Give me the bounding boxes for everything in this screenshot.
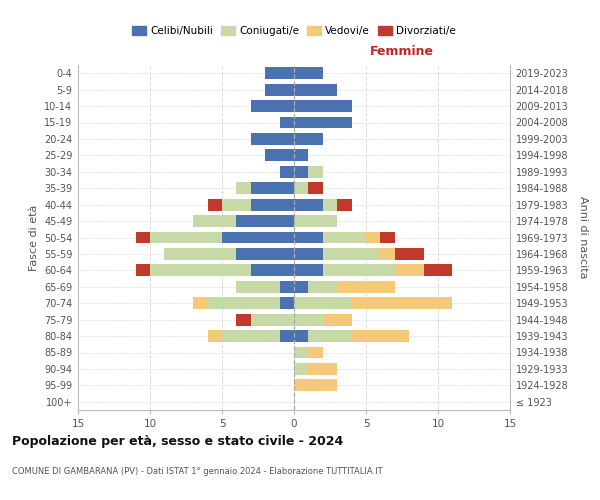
Bar bbox=[308, 281, 337, 292]
Bar bbox=[280, 281, 294, 292]
Bar bbox=[337, 281, 395, 292]
Bar bbox=[208, 330, 222, 342]
Bar bbox=[251, 133, 294, 145]
Bar bbox=[222, 198, 251, 210]
Bar bbox=[236, 248, 294, 260]
Bar bbox=[294, 346, 308, 358]
Bar bbox=[308, 182, 323, 194]
Bar bbox=[150, 264, 251, 276]
Bar bbox=[424, 264, 452, 276]
Bar bbox=[323, 264, 395, 276]
Bar bbox=[308, 330, 352, 342]
Bar bbox=[294, 198, 323, 210]
Bar bbox=[208, 298, 280, 309]
Bar bbox=[294, 215, 337, 227]
Bar bbox=[193, 298, 208, 309]
Bar bbox=[294, 298, 352, 309]
Bar bbox=[323, 198, 337, 210]
Bar bbox=[294, 133, 323, 145]
Bar bbox=[280, 166, 294, 177]
Bar bbox=[280, 330, 294, 342]
Bar bbox=[294, 232, 323, 243]
Legend: Celibi/Nubili, Coniugati/e, Vedovi/e, Divorziati/e: Celibi/Nubili, Coniugati/e, Vedovi/e, Di… bbox=[128, 22, 460, 40]
Bar bbox=[265, 150, 294, 162]
Bar bbox=[395, 264, 424, 276]
Bar bbox=[308, 346, 323, 358]
Bar bbox=[337, 198, 352, 210]
Bar bbox=[352, 330, 409, 342]
Bar bbox=[136, 232, 150, 243]
Text: COMUNE DI GAMBARANA (PV) - Dati ISTAT 1° gennaio 2024 - Elaborazione TUTTITALIA.: COMUNE DI GAMBARANA (PV) - Dati ISTAT 1°… bbox=[12, 468, 383, 476]
Bar bbox=[208, 198, 222, 210]
Bar bbox=[352, 298, 452, 309]
Bar bbox=[294, 100, 352, 112]
Bar bbox=[294, 330, 308, 342]
Bar bbox=[294, 314, 323, 326]
Bar bbox=[323, 314, 352, 326]
Bar bbox=[308, 363, 337, 375]
Bar bbox=[280, 116, 294, 128]
Bar bbox=[308, 166, 323, 177]
Y-axis label: Anni di nascita: Anni di nascita bbox=[578, 196, 588, 279]
Bar bbox=[395, 248, 424, 260]
Bar bbox=[294, 363, 308, 375]
Bar bbox=[294, 380, 337, 392]
Bar bbox=[294, 264, 323, 276]
Bar bbox=[236, 314, 251, 326]
Bar bbox=[294, 68, 323, 79]
Bar bbox=[366, 232, 380, 243]
Text: Popolazione per età, sesso e stato civile - 2024: Popolazione per età, sesso e stato civil… bbox=[12, 435, 343, 448]
Bar bbox=[265, 68, 294, 79]
Bar bbox=[323, 232, 366, 243]
Bar bbox=[294, 84, 337, 96]
Bar bbox=[294, 248, 323, 260]
Bar bbox=[294, 116, 352, 128]
Bar bbox=[294, 182, 308, 194]
Bar bbox=[323, 248, 380, 260]
Bar bbox=[236, 215, 294, 227]
Bar bbox=[251, 198, 294, 210]
Bar bbox=[251, 182, 294, 194]
Bar bbox=[380, 248, 395, 260]
Bar bbox=[294, 281, 308, 292]
Bar bbox=[222, 232, 294, 243]
Text: Femmine: Femmine bbox=[370, 45, 434, 58]
Bar bbox=[251, 314, 294, 326]
Bar bbox=[193, 215, 236, 227]
Y-axis label: Fasce di età: Fasce di età bbox=[29, 204, 38, 270]
Bar bbox=[265, 84, 294, 96]
Bar bbox=[294, 166, 308, 177]
Bar bbox=[251, 264, 294, 276]
Bar bbox=[294, 150, 308, 162]
Bar bbox=[222, 330, 280, 342]
Bar bbox=[236, 281, 280, 292]
Bar bbox=[150, 232, 222, 243]
Bar bbox=[280, 298, 294, 309]
Bar bbox=[380, 232, 395, 243]
Bar bbox=[236, 182, 251, 194]
Bar bbox=[164, 248, 236, 260]
Bar bbox=[251, 100, 294, 112]
Bar bbox=[136, 264, 150, 276]
